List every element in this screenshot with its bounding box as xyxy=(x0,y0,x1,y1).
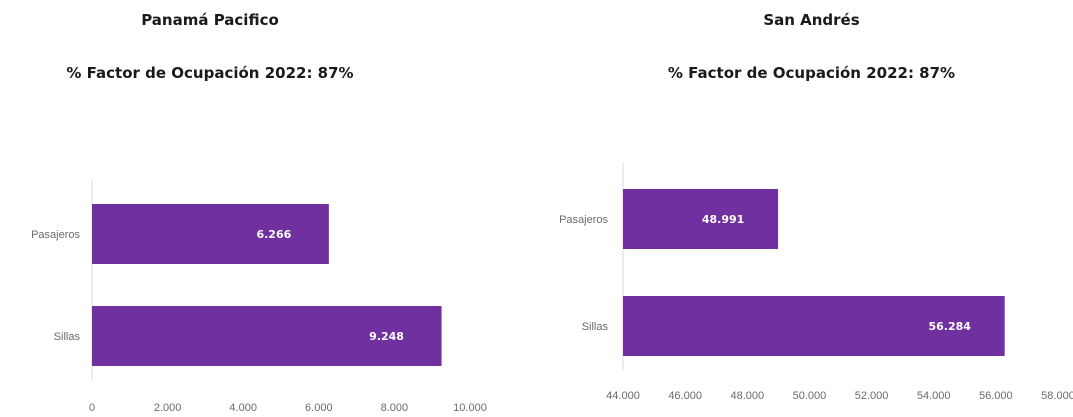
x-tick-label: 52.000 xyxy=(855,390,889,402)
chart-title: Panamá Pacifico xyxy=(141,11,279,29)
x-tick-label: 2.000 xyxy=(154,402,182,414)
x-tick-label: 56.000 xyxy=(979,390,1013,402)
bar-chart-plot: 48.991 Pasajeros 56.284 Sillas 44.000 46.000 4… xyxy=(559,163,1073,402)
chart-subtitle: % Factor de Ocupación 2022: 87% xyxy=(667,64,956,82)
x-tick-label: 0 xyxy=(89,402,95,414)
x-tick-label: 6.000 xyxy=(305,402,333,414)
x-tick-label: 46.000 xyxy=(668,390,702,402)
bar-pasajeros xyxy=(623,189,779,249)
x-tick-label: 48.000 xyxy=(730,390,764,402)
chart-panama-pacifico: Panamá Pacifico % Factor de Ocupación 20… xyxy=(0,0,520,417)
x-tick-label: 54.000 xyxy=(917,390,951,402)
category-label: Pasajeros xyxy=(31,229,80,241)
x-tick-label: 44.000 xyxy=(606,390,640,402)
chart-title: San Andrés xyxy=(763,11,860,29)
bar-chart-plot: 6.266 Pasajeros 9.248 Sillas 0 2.000 4.000 6.00… xyxy=(31,180,487,414)
bar-pasajeros xyxy=(92,204,329,264)
category-label: Pasajeros xyxy=(559,214,608,226)
data-label: 48.991 xyxy=(702,213,744,226)
chart-subtitle: % Factor de Ocupación 2022: 87% xyxy=(66,64,354,82)
chart-san-andres: San Andrés % Factor de Ocupación 2022: 8… xyxy=(520,0,1073,417)
category-label: Sillas xyxy=(54,331,81,343)
bar-sillas xyxy=(92,306,442,366)
data-label: 56.284 xyxy=(928,320,971,333)
x-tick-label: 10.000 xyxy=(453,402,487,414)
data-label: 6.266 xyxy=(256,228,291,241)
x-tick-label: 50.000 xyxy=(793,390,827,402)
data-label: 9.248 xyxy=(369,330,404,343)
x-tick-label: 58.000 xyxy=(1041,390,1073,402)
bar-sillas xyxy=(623,296,1005,356)
x-tick-label: 4.000 xyxy=(229,402,257,414)
category-label: Sillas xyxy=(582,321,609,333)
x-tick-label: 8.000 xyxy=(381,402,409,414)
